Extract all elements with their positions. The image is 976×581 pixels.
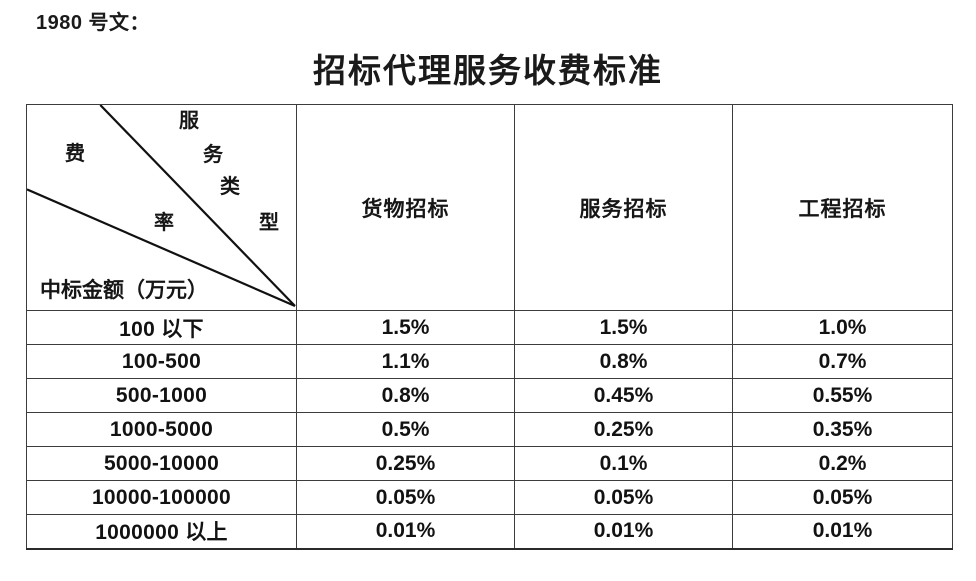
header-row: 服 务 类 型 费 率 中标金额（万元） 货物招标 服务招标 工程招标 xyxy=(26,104,953,311)
corner-service-type-char-4: 型 xyxy=(259,210,279,234)
rate-cell: 1.0% xyxy=(732,310,953,345)
amount-range-cell: 10000-100000 xyxy=(26,480,297,515)
fee-standard-table: 服 务 类 型 费 率 中标金额（万元） 货物招标 服务招标 工程招标 100 … xyxy=(26,104,953,550)
table-row: 10000-100000 0.05% 0.05% 0.05% xyxy=(26,480,953,515)
rate-cell: 1.5% xyxy=(296,310,515,345)
column-header-goods-bidding: 货物招标 xyxy=(296,104,515,311)
rate-cell: 0.35% xyxy=(732,412,953,447)
rate-cell: 0.01% xyxy=(296,514,515,549)
rate-cell: 0.55% xyxy=(732,378,953,413)
column-header-engineering-bidding: 工程招标 xyxy=(732,104,953,311)
amount-range-cell: 1000000 以上 xyxy=(26,514,297,549)
corner-fee-rate-char-1: 费 xyxy=(65,141,85,165)
rate-cell: 0.05% xyxy=(732,480,953,515)
amount-range-cell: 5000-10000 xyxy=(26,446,297,481)
rate-cell: 0.5% xyxy=(296,412,515,447)
rate-cell: 0.01% xyxy=(732,514,953,549)
table-row: 100-500 1.1% 0.8% 0.7% xyxy=(26,344,953,379)
column-header-services-bidding: 服务招标 xyxy=(514,104,733,311)
corner-amount-axis-label: 中标金额（万元） xyxy=(40,277,208,302)
rate-cell: 0.05% xyxy=(296,480,515,515)
table-row: 500-1000 0.8% 0.45% 0.55% xyxy=(26,378,953,413)
rate-cell: 0.01% xyxy=(514,514,733,549)
table-row: 1000000 以上 0.01% 0.01% 0.01% xyxy=(26,514,953,549)
diagonal-divider-lines xyxy=(27,105,296,307)
table-row: 5000-10000 0.25% 0.1% 0.2% xyxy=(26,446,953,481)
amount-range-cell: 100-500 xyxy=(26,344,297,379)
rate-cell: 0.8% xyxy=(296,378,515,413)
amount-range-cell: 1000-5000 xyxy=(26,412,297,447)
corner-fee-rate-char-2: 率 xyxy=(154,210,174,234)
corner-service-type-char-1: 服 xyxy=(179,108,199,132)
amount-range-cell: 100 以下 xyxy=(26,310,297,345)
corner-service-type-char-2: 务 xyxy=(203,142,223,166)
corner-service-type-char-3: 类 xyxy=(220,174,240,198)
corner-header-cell: 服 务 类 型 费 率 中标金额（万元） xyxy=(26,104,297,311)
rate-cell: 0.05% xyxy=(514,480,733,515)
rate-cell: 0.25% xyxy=(514,412,733,447)
document-ref-label: 1980 号文： xyxy=(36,12,151,34)
rate-cell: 1.1% xyxy=(296,344,515,379)
document-title: 招标代理服务收费标准 xyxy=(313,51,663,90)
rate-cell: 0.8% xyxy=(514,344,733,379)
rate-cell: 0.45% xyxy=(514,378,733,413)
rate-cell: 0.1% xyxy=(514,446,733,481)
rate-cell: 1.5% xyxy=(514,310,733,345)
amount-range-cell: 500-1000 xyxy=(26,378,297,413)
rate-cell: 0.25% xyxy=(296,446,515,481)
table-row: 1000-5000 0.5% 0.25% 0.35% xyxy=(26,412,953,447)
rate-cell: 0.7% xyxy=(732,344,953,379)
rate-cell: 0.2% xyxy=(732,446,953,481)
table-row: 100 以下 1.5% 1.5% 1.0% xyxy=(26,310,953,345)
